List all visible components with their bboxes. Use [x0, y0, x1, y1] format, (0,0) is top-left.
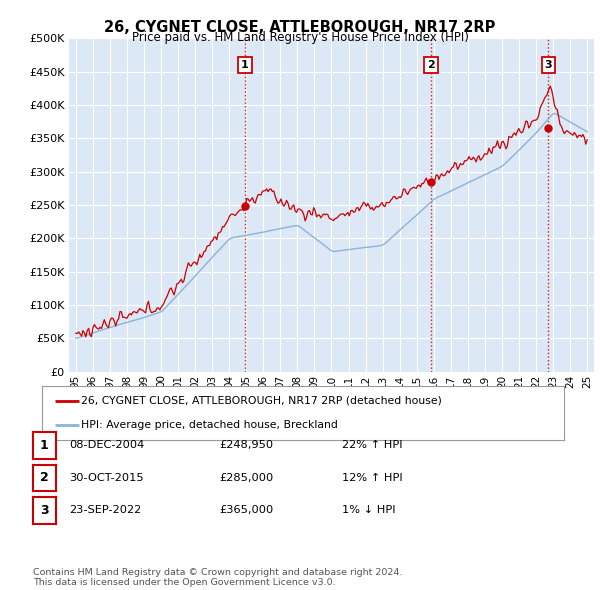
Text: 3: 3: [545, 60, 552, 70]
Text: 1: 1: [241, 60, 249, 70]
Text: 26, CYGNET CLOSE, ATTLEBOROUGH, NR17 2RP: 26, CYGNET CLOSE, ATTLEBOROUGH, NR17 2RP: [104, 20, 496, 35]
Text: Price paid vs. HM Land Registry's House Price Index (HPI): Price paid vs. HM Land Registry's House …: [131, 31, 469, 44]
Text: 30-OCT-2015: 30-OCT-2015: [69, 473, 143, 483]
Text: 1: 1: [40, 439, 49, 452]
Text: 22% ↑ HPI: 22% ↑ HPI: [342, 441, 403, 450]
Text: 12% ↑ HPI: 12% ↑ HPI: [342, 473, 403, 483]
Text: 23-SEP-2022: 23-SEP-2022: [69, 506, 141, 515]
Text: HPI: Average price, detached house, Breckland: HPI: Average price, detached house, Brec…: [81, 420, 338, 430]
Text: Contains HM Land Registry data © Crown copyright and database right 2024.
This d: Contains HM Land Registry data © Crown c…: [33, 568, 403, 587]
Text: 08-DEC-2004: 08-DEC-2004: [69, 441, 144, 450]
Text: £285,000: £285,000: [219, 473, 273, 483]
Text: £248,950: £248,950: [219, 441, 273, 450]
Text: £365,000: £365,000: [219, 506, 273, 515]
Text: 2: 2: [427, 60, 435, 70]
Text: 3: 3: [40, 504, 49, 517]
Text: 2: 2: [40, 471, 49, 484]
Text: 1% ↓ HPI: 1% ↓ HPI: [342, 506, 395, 515]
Text: 26, CYGNET CLOSE, ATTLEBOROUGH, NR17 2RP (detached house): 26, CYGNET CLOSE, ATTLEBOROUGH, NR17 2RP…: [81, 396, 442, 406]
